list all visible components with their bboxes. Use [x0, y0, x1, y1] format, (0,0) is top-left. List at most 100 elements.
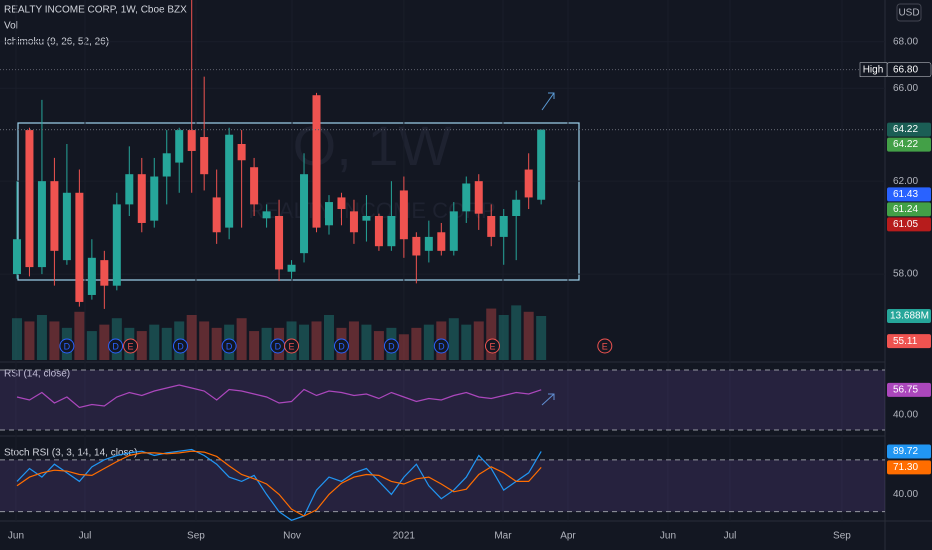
- candle-body: [12, 239, 21, 275]
- x-tick-label: Sep: [833, 531, 851, 542]
- volume-bar: [99, 324, 110, 360]
- volume-bar: [249, 331, 260, 360]
- event-marker: [172, 338, 188, 354]
- volume-bar: [348, 321, 359, 360]
- event-label: D: [64, 341, 71, 351]
- volume-bar: [136, 331, 147, 360]
- volume-bar: [536, 316, 547, 360]
- rsi-line: [16, 384, 542, 409]
- price-badge-label: 61.24: [893, 204, 918, 215]
- candle-body: [25, 130, 34, 268]
- y-tick-label: 58.00: [893, 269, 918, 280]
- candle-body: [50, 181, 59, 251]
- event-label: E: [128, 341, 134, 351]
- candle-body: [262, 211, 271, 219]
- volume-bar: [24, 321, 35, 360]
- event-label: E: [489, 341, 495, 351]
- candle-body: [275, 216, 284, 270]
- price-badge-label: 66.80: [893, 64, 918, 75]
- event-marker: [484, 338, 500, 354]
- watermark-name: REALTY INCOME CORP: [248, 198, 495, 223]
- candle-body: [337, 197, 346, 210]
- volume-bar: [311, 321, 322, 360]
- candle-body: [499, 216, 508, 237]
- candle-body: [212, 197, 221, 233]
- volume-bar: [74, 311, 85, 360]
- candle-body: [462, 183, 471, 212]
- candle-body: [237, 144, 246, 161]
- volume-bar: [498, 315, 509, 360]
- candle-body: [487, 216, 496, 237]
- volume-bar: [49, 321, 60, 360]
- x-tick-label: Jul: [724, 531, 737, 542]
- x-tick-label: Sep: [187, 531, 205, 542]
- event-marker: [221, 338, 237, 354]
- volume-bar: [236, 318, 247, 360]
- x-tick-label: Apr: [560, 531, 576, 542]
- currency-box[interactable]: [896, 3, 922, 22]
- event-label: D: [275, 341, 282, 351]
- price-badge-label: 61.05: [893, 219, 918, 230]
- volume-bar: [461, 324, 472, 360]
- candle-body: [137, 174, 146, 223]
- volume-bar: [149, 324, 160, 360]
- event-label: D: [338, 341, 345, 351]
- indicator-label: Vol: [4, 21, 18, 32]
- candle-body: [225, 134, 234, 228]
- y-tick-label: 40.00: [893, 410, 918, 421]
- candle-body: [437, 232, 446, 251]
- x-tick-label: Nov: [283, 531, 301, 542]
- price-badge-label: 55.11: [893, 336, 918, 347]
- candle-body: [175, 130, 184, 163]
- price-badge-name-bg: [859, 62, 888, 77]
- volume-bar: [398, 334, 409, 360]
- candle-body: [324, 202, 333, 226]
- arrow: [541, 92, 555, 111]
- candle-body: [112, 204, 121, 286]
- candle-body: [62, 192, 71, 261]
- price-badge-name: High: [863, 64, 884, 75]
- event-marker: [433, 338, 449, 354]
- candle-body: [187, 130, 196, 151]
- candle-body: [449, 211, 458, 251]
- arrow: [541, 393, 555, 406]
- candle-body: [150, 176, 159, 221]
- price-badge: [887, 217, 931, 232]
- candle-body: [87, 257, 96, 295]
- y-tick-label: 40.00: [893, 489, 918, 500]
- volume-bar: [448, 318, 459, 360]
- candle-body: [200, 137, 209, 175]
- price-badge-label: 64.22: [893, 139, 918, 150]
- event-label: D: [177, 341, 184, 351]
- candle-body: [287, 264, 296, 272]
- event-label: D: [388, 341, 395, 351]
- volume-bar: [473, 321, 484, 360]
- rsi-title: RSI (14, close): [4, 369, 70, 380]
- candle-body: [75, 192, 84, 302]
- candle-body: [374, 216, 383, 247]
- event-marker: [123, 338, 139, 354]
- candle-body: [250, 167, 259, 205]
- x-tick-label: 2021: [393, 531, 416, 542]
- candle-body: [300, 174, 309, 254]
- x-tick-label: Jun: [660, 531, 676, 542]
- value-badge-label: 89.72: [893, 446, 918, 457]
- volume-bar: [323, 315, 334, 360]
- x-tick-label: Jun: [8, 531, 24, 542]
- range-box: [17, 122, 580, 281]
- value-badge-label: 71.30: [893, 462, 918, 473]
- event-label: D: [226, 341, 233, 351]
- value-badge: [887, 444, 931, 459]
- event-label: E: [602, 341, 608, 351]
- currency[interactable]: USD: [898, 8, 919, 19]
- volume-bar: [299, 324, 310, 360]
- volume-bar: [423, 324, 434, 360]
- event-marker: [284, 338, 300, 354]
- volume-bar: [486, 308, 497, 360]
- candle-body: [362, 216, 371, 221]
- price-badge-label: 64.22: [893, 124, 918, 135]
- symbol-title: REALTY INCOME CORP, 1W, Cboe BZX: [4, 5, 187, 16]
- candle-body: [524, 169, 533, 198]
- event-marker: [59, 338, 75, 354]
